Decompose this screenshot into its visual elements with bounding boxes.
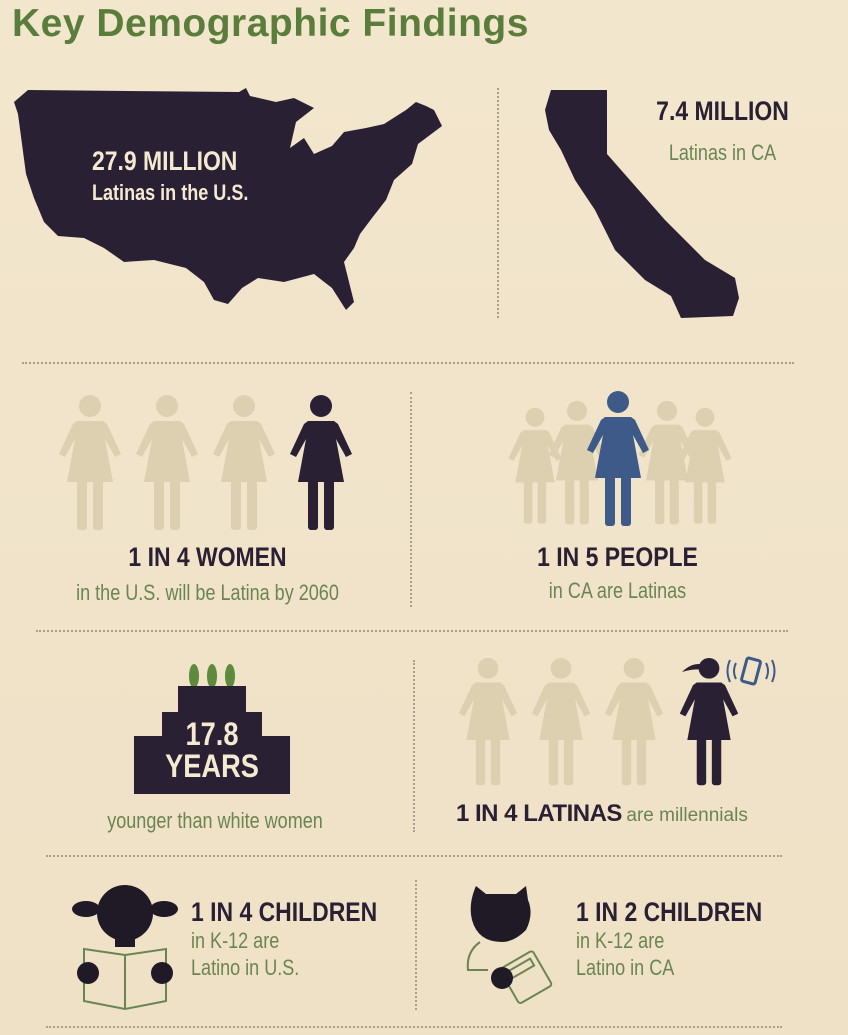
us-label: Latinas in the U.S. bbox=[92, 180, 249, 205]
page-title: Key Demographic Findings bbox=[12, 2, 529, 45]
child-calculator-icon bbox=[466, 886, 553, 1004]
birthday-cake-icon bbox=[134, 664, 290, 794]
ponytail-icon bbox=[682, 664, 708, 672]
divider bbox=[22, 362, 794, 364]
divider bbox=[46, 1026, 782, 1028]
children-us-line1: in K-12 are bbox=[191, 928, 280, 953]
divider bbox=[36, 630, 788, 632]
millennials-caption: 1 IN 4 LATINAS are millennials bbox=[456, 800, 748, 828]
divider bbox=[410, 392, 412, 607]
woman-figure-icon bbox=[675, 405, 735, 529]
children-us-value: 1 IN 4 CHILDREN bbox=[191, 897, 378, 927]
millennials-value: 1 IN 4 LATINAS bbox=[456, 800, 622, 827]
woman-figure-icon bbox=[601, 656, 667, 790]
woman-figure-icon bbox=[528, 656, 594, 790]
women-us-label: in the U.S. will be Latina by 2060 bbox=[76, 580, 339, 605]
us-map-icon bbox=[14, 88, 442, 310]
children-ca-line2: Latino in CA bbox=[576, 955, 675, 980]
latina-figure-icon bbox=[583, 390, 653, 530]
divider bbox=[415, 880, 417, 1010]
latina-figure-icon bbox=[286, 394, 356, 534]
divider bbox=[46, 855, 782, 857]
people-ca-value: 1 IN 5 PEOPLE bbox=[537, 542, 698, 572]
us-value: 27.9 MILLION bbox=[92, 146, 238, 176]
age-value: 17.8 bbox=[185, 716, 239, 752]
woman-figure-icon bbox=[455, 656, 521, 790]
age-unit: YEARS bbox=[165, 748, 259, 784]
divider bbox=[497, 88, 499, 318]
woman-figure-icon bbox=[132, 394, 202, 534]
children-ca-line1: in K-12 are bbox=[576, 928, 665, 953]
people-ca-label: in CA are Latinas bbox=[548, 578, 687, 603]
children-us-line2: Latino in U.S. bbox=[191, 955, 300, 980]
age-label: younger than white women bbox=[107, 808, 323, 833]
woman-figure-icon bbox=[209, 394, 279, 534]
ca-label: Latinas in CA bbox=[668, 140, 777, 165]
california-map-icon bbox=[545, 90, 739, 318]
millennials-label: are millennials bbox=[626, 805, 748, 826]
ca-value: 7.4 MILLION bbox=[656, 96, 789, 126]
women-us-value: 1 IN 4 WOMEN bbox=[128, 542, 287, 572]
smartphone-icon bbox=[726, 656, 776, 686]
child-reading-icon bbox=[72, 885, 178, 1011]
children-ca-value: 1 IN 2 CHILDREN bbox=[576, 897, 763, 927]
divider bbox=[413, 660, 415, 832]
woman-figure-icon bbox=[55, 394, 125, 534]
